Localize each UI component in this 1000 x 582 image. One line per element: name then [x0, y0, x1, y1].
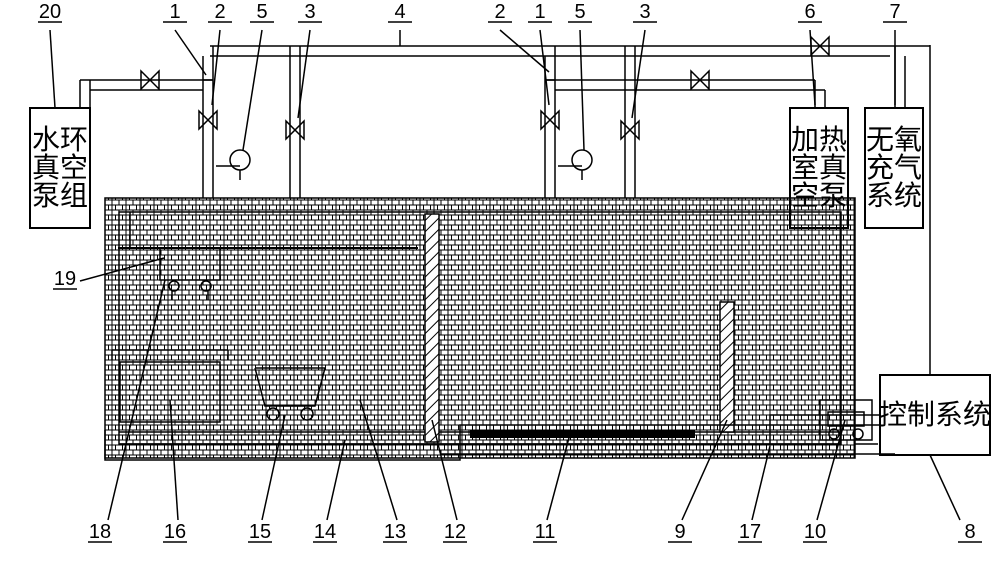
ref-19: 19	[54, 268, 76, 290]
ref-2: 2	[214, 1, 225, 23]
chamber-outer	[105, 198, 855, 458]
control-system-label: 控制系统	[879, 399, 991, 431]
ref-10: 10	[804, 521, 826, 543]
ref-14: 14	[314, 521, 336, 543]
heating-vacuum-pump-label: 空泵	[791, 180, 847, 212]
ref-3: 3	[304, 1, 315, 23]
water-ring-pump-label: 泵组	[32, 180, 88, 212]
ref-6: 6	[804, 1, 815, 23]
ref-18: 18	[89, 521, 111, 543]
ref-7: 7	[889, 1, 900, 23]
separator-wall	[425, 214, 439, 442]
ref-20: 20	[39, 1, 61, 23]
ref-12: 12	[444, 521, 466, 543]
inert-gas-system-label: 充气	[866, 152, 922, 184]
heating-vacuum-pump-label: 室真	[791, 152, 847, 184]
ref-17: 17	[739, 521, 761, 543]
ref-8: 8	[964, 521, 975, 543]
inert-gas-system-label: 无氧	[866, 124, 922, 156]
inert-gas-system-label: 系统	[866, 180, 922, 212]
ref-13: 13	[384, 521, 406, 543]
water-ring-pump-label: 水环	[32, 124, 88, 156]
heater-bar	[470, 430, 695, 438]
ref-5: 5	[574, 1, 585, 23]
ref-1: 1	[534, 1, 545, 23]
ref-2: 2	[494, 1, 505, 23]
heating-vacuum-pump-label: 加热	[791, 124, 847, 156]
ref-4: 4	[394, 1, 405, 23]
ref-16: 16	[164, 521, 186, 543]
ref-5: 5	[256, 1, 267, 23]
ref-15: 15	[249, 521, 271, 543]
ref-1: 1	[169, 1, 180, 23]
ref-9: 9	[674, 521, 685, 543]
ref-3: 3	[639, 1, 650, 23]
water-ring-pump-label: 真空	[32, 152, 88, 184]
ref-11: 11	[535, 521, 556, 543]
door	[720, 302, 734, 432]
